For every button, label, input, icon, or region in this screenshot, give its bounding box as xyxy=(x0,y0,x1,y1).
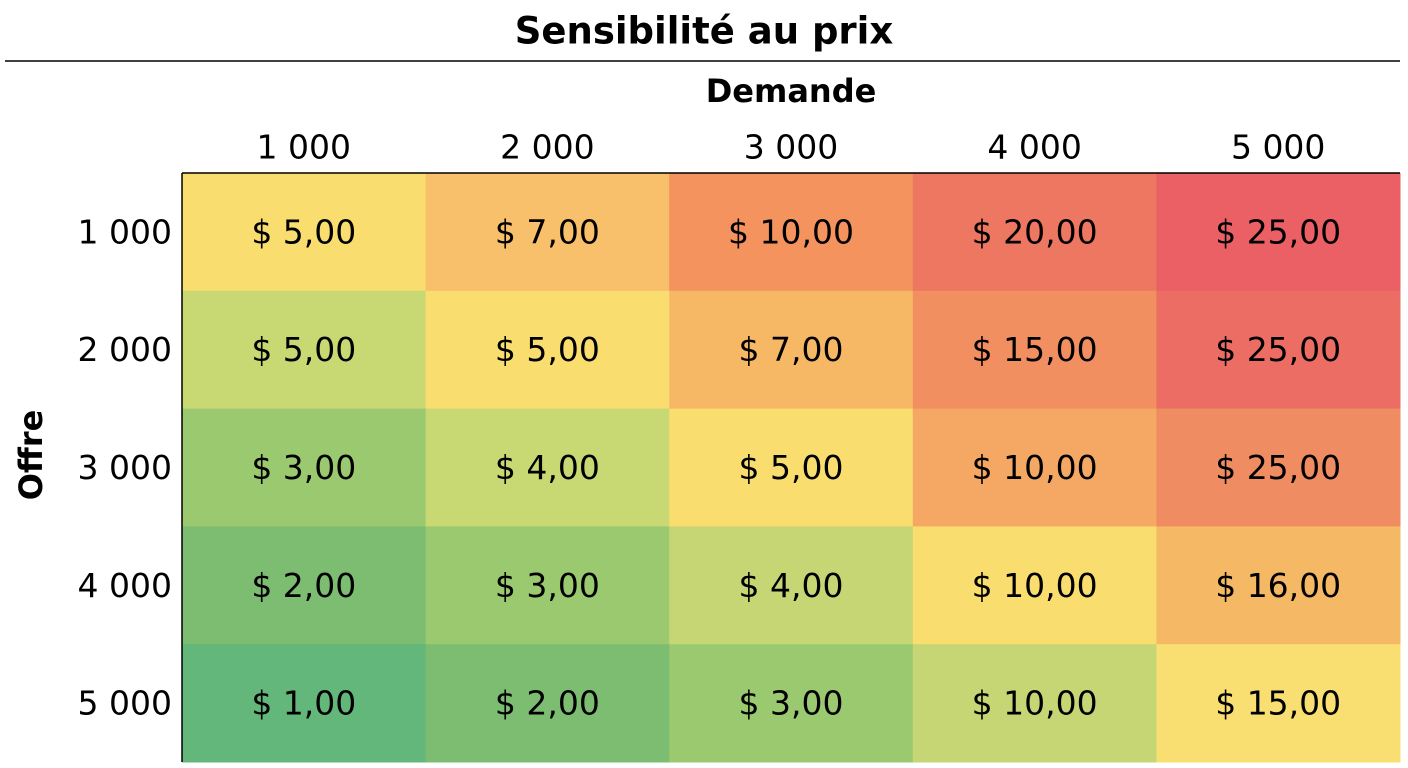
heatmap-cell xyxy=(669,526,914,645)
x-tick-label: 5 000 xyxy=(1231,128,1325,167)
heatmap-cell xyxy=(1156,408,1401,527)
heatmap-cell xyxy=(1156,290,1401,410)
cell-label: $ 25,00 xyxy=(1215,212,1341,251)
y-tick-label: 1 000 xyxy=(78,212,172,251)
heatmap-cell xyxy=(669,644,914,763)
heatmap-cell xyxy=(182,173,427,292)
heatmap-cell xyxy=(1156,644,1401,763)
x-tick-label: 3 000 xyxy=(744,128,838,167)
cell-label: $ 3,00 xyxy=(251,448,356,487)
heatmap-cell xyxy=(669,290,914,410)
heatmap-cell xyxy=(182,290,427,410)
heatmap-cell xyxy=(1156,526,1401,645)
chart-title: Sensibilité au prix xyxy=(515,10,894,53)
y-tick-label: 3 000 xyxy=(78,448,172,487)
heatmap-cell xyxy=(182,526,427,645)
cell-label: $ 7,00 xyxy=(495,212,600,251)
heatmap-cell xyxy=(182,644,427,763)
cell-label: $ 25,00 xyxy=(1215,330,1341,369)
heatmap-cell xyxy=(425,644,670,763)
cell-label: $ 4,00 xyxy=(739,566,844,605)
cell-label: $ 5,00 xyxy=(495,330,600,369)
x-tick-label: 4 000 xyxy=(987,128,1081,167)
heatmap-cell xyxy=(1156,173,1401,292)
cell-label: $ 16,00 xyxy=(1215,566,1341,605)
x-tick-label: 2 000 xyxy=(500,128,594,167)
heatmap-cell xyxy=(182,408,427,527)
cell-label: $ 1,00 xyxy=(251,684,356,723)
cell-label: $ 3,00 xyxy=(739,684,844,723)
cell-label: $ 5,00 xyxy=(251,330,356,369)
y-tick-label: 2 000 xyxy=(78,330,172,369)
heatmap-cell xyxy=(912,526,1157,645)
heatmap-cell xyxy=(912,408,1157,527)
cell-label: $ 10,00 xyxy=(972,448,1098,487)
heatmap-cell xyxy=(912,173,1157,292)
cell-label: $ 10,00 xyxy=(972,684,1098,723)
cell-label: $ 15,00 xyxy=(1215,684,1341,723)
heatmap-cell xyxy=(912,290,1157,410)
heatmap-cell xyxy=(425,408,670,527)
cell-label: $ 15,00 xyxy=(972,330,1098,369)
cell-label: $ 25,00 xyxy=(1215,448,1341,487)
cell-label: $ 20,00 xyxy=(972,212,1098,251)
cell-label: $ 2,00 xyxy=(495,684,600,723)
cell-label: $ 5,00 xyxy=(251,212,356,251)
y-axis-label: Offre xyxy=(12,410,50,501)
heatmap-cell xyxy=(669,408,914,527)
cell-label: $ 4,00 xyxy=(495,448,600,487)
heatmap-cell xyxy=(425,526,670,645)
cell-label: $ 5,00 xyxy=(739,448,844,487)
y-tick-label: 5 000 xyxy=(78,684,172,723)
cell-label: $ 7,00 xyxy=(739,330,844,369)
heatmap-cell xyxy=(425,290,670,410)
cell-label: $ 3,00 xyxy=(495,566,600,605)
y-tick-label: 4 000 xyxy=(78,566,172,605)
x-axis-label: Demande xyxy=(706,72,877,110)
x-tick-label: 1 000 xyxy=(257,128,351,167)
heatmap-cell xyxy=(425,173,670,292)
cell-label: $ 10,00 xyxy=(972,566,1098,605)
cell-label: $ 10,00 xyxy=(728,212,854,251)
cell-label: $ 2,00 xyxy=(251,566,356,605)
heatmap-cell xyxy=(669,173,914,292)
heatmap-cell xyxy=(912,644,1157,763)
